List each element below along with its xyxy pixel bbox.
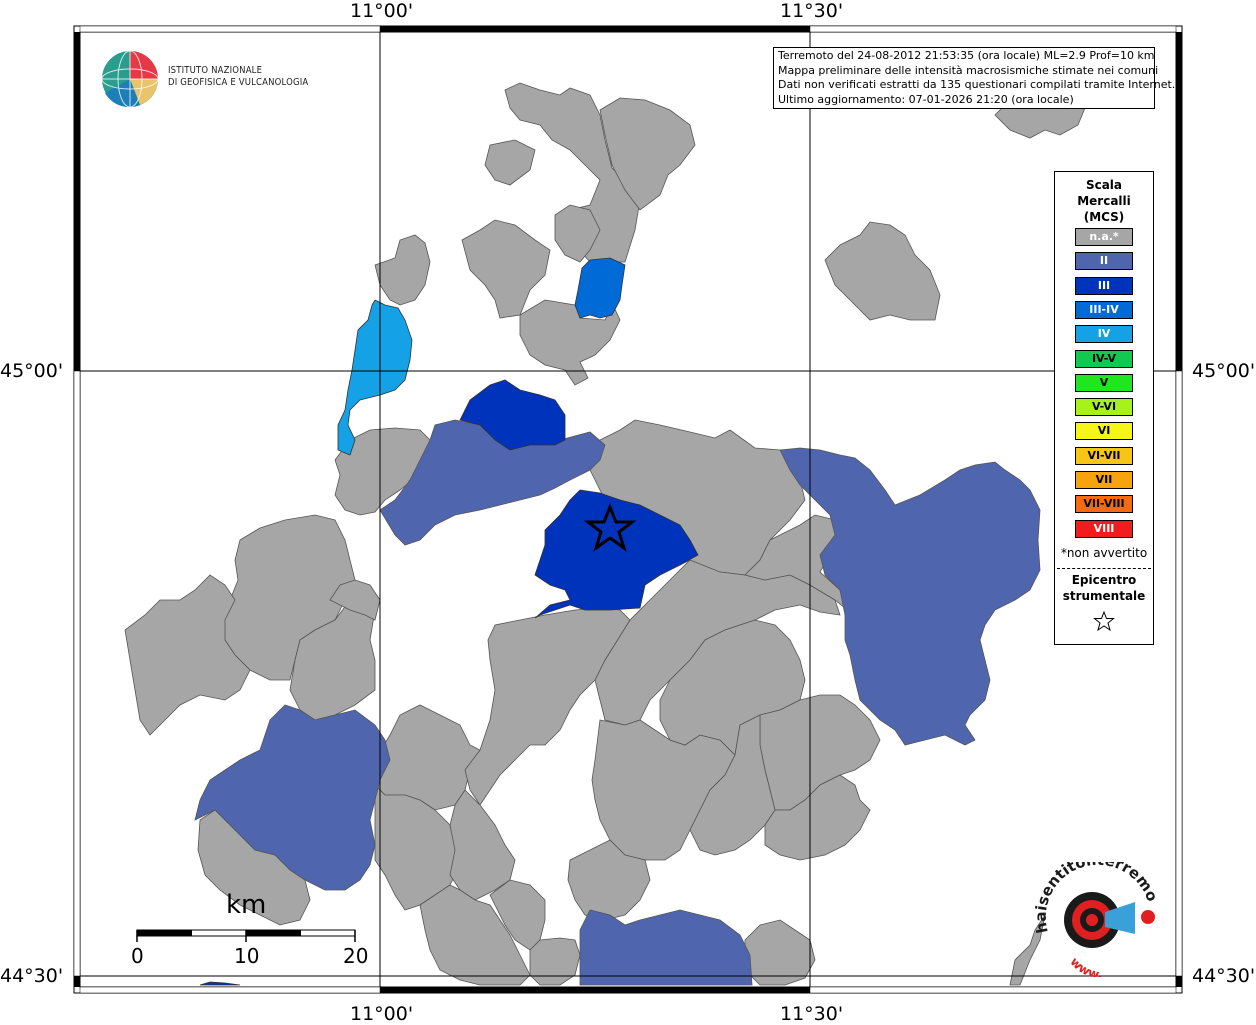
legend-title-line: Scala bbox=[1085, 178, 1123, 192]
graticule bbox=[80, 32, 1176, 987]
municipality bbox=[464, 607, 631, 806]
legend-epicenter-line: strumentale bbox=[1062, 589, 1146, 603]
haisentito-logo: haisentitoilterremoto.it www. bbox=[1025, 848, 1170, 982]
municipality bbox=[599, 97, 696, 211]
municipalities-na bbox=[124, 82, 1086, 986]
municipalities-iii bbox=[199, 379, 699, 986]
legend-swatch: VI bbox=[1075, 422, 1133, 441]
legend-swatch: IV bbox=[1075, 325, 1133, 344]
legend-star-icon bbox=[1093, 610, 1115, 632]
legend-swatch: VII bbox=[1075, 471, 1133, 489]
municipality bbox=[419, 884, 531, 986]
lon-label-bottom-11-00: 11°00' bbox=[350, 1003, 414, 1025]
legend-swatch: III bbox=[1075, 276, 1133, 295]
municipality bbox=[449, 789, 516, 901]
legend-title-line: (MCS) bbox=[1083, 210, 1125, 224]
legend-swatch: n.a.* bbox=[1075, 228, 1133, 246]
map-frame bbox=[73, 25, 1183, 994]
lon-label-top-11-30: 11°30' bbox=[780, 0, 844, 22]
municipality bbox=[779, 447, 1041, 746]
lat-label-right-44-30: 44°30' bbox=[1192, 965, 1256, 987]
institute-line-1: ISTITUTO NAZIONALE bbox=[168, 65, 263, 76]
legend-swatch: VI-VII bbox=[1075, 446, 1133, 465]
legend-swatch: II bbox=[1075, 252, 1133, 271]
municipality bbox=[484, 139, 536, 186]
haisentito-logo-graphic: haisentitoilterremoto.it www. bbox=[1025, 848, 1162, 982]
lat-label-right-45-00: 45°00' bbox=[1192, 360, 1256, 382]
municipality bbox=[461, 219, 551, 319]
municipality bbox=[554, 204, 601, 263]
municipality bbox=[579, 909, 753, 986]
legend-swatch: V-VI bbox=[1075, 398, 1133, 417]
scale-tick-label: 10 bbox=[234, 944, 260, 968]
legend-swatch: VIII bbox=[1075, 519, 1133, 538]
municipality bbox=[459, 379, 566, 451]
institute-name: ISTITUTO NAZIONALE DI GEOFISICA E VULCAN… bbox=[168, 65, 308, 89]
lon-label-bottom-11-30: 11°30' bbox=[780, 1003, 844, 1025]
municipality-iii-iv bbox=[574, 257, 626, 319]
svg-text:www.: www. bbox=[1068, 955, 1103, 977]
municipality bbox=[194, 704, 391, 891]
municipality bbox=[764, 774, 871, 861]
legend-epicenter-line: Epicentro bbox=[1071, 573, 1137, 587]
event-info-line: Ultimo aggiornamento: 07-01-2026 21:20 (… bbox=[778, 92, 1074, 106]
legend-title: Scala Mercalli (MCS) bbox=[1055, 177, 1153, 225]
scale-tick-label: 20 bbox=[343, 944, 369, 968]
municipality bbox=[689, 714, 776, 856]
municipality bbox=[824, 221, 941, 321]
municipality bbox=[199, 981, 241, 986]
globe-icon bbox=[101, 50, 159, 108]
scale-bar bbox=[136, 929, 356, 942]
event-info-line: Mappa preliminare delle intensità macros… bbox=[778, 63, 1159, 77]
scale-tick-label: 0 bbox=[131, 944, 144, 968]
event-info-line: Dati non verificati estratti da 135 ques… bbox=[778, 78, 1176, 91]
epicenter-star-icon bbox=[583, 502, 637, 552]
legend-epicenter-title: Epicentro strumentale bbox=[1055, 572, 1153, 604]
ingv-logo: ISTITUTO NAZIONALE DI GEOFISICA E VULCAN… bbox=[100, 48, 340, 110]
municipality bbox=[124, 574, 251, 736]
lat-label-left-45-00: 45°00' bbox=[0, 360, 64, 382]
municipality bbox=[534, 489, 699, 619]
municipality bbox=[1009, 914, 1046, 986]
municipality bbox=[489, 879, 546, 951]
legend-swatch: V bbox=[1075, 373, 1133, 392]
event-info-line: Terremoto del 24-08-2012 21:53:35 (ora l… bbox=[778, 49, 1155, 62]
municipality bbox=[744, 919, 816, 986]
municipality-iv bbox=[337, 299, 413, 456]
municipality bbox=[379, 419, 606, 546]
legend-swatch: VII-VIII bbox=[1075, 495, 1133, 514]
municipality bbox=[374, 234, 431, 306]
scale-unit: km bbox=[226, 890, 267, 920]
municipalities-ii bbox=[194, 419, 1041, 986]
institute-line-2: DI GEOFISICA E VULCANOLOGIA bbox=[168, 77, 309, 88]
lat-label-left-44-30: 44°30' bbox=[0, 965, 64, 987]
legend-swatch: IV-V bbox=[1075, 349, 1133, 368]
municipality bbox=[567, 839, 651, 921]
event-info-box: Terremoto del 24-08-2012 21:53:35 (ora l… bbox=[773, 47, 1176, 109]
legend-swatch: III-IV bbox=[1075, 300, 1133, 319]
legend-divider bbox=[1057, 568, 1151, 569]
legend-note: *non avvertito bbox=[1060, 546, 1148, 560]
mcs-legend: Scala Mercalli (MCS) n.a.* II III III-IV IV I… bbox=[1054, 171, 1154, 645]
municipality bbox=[529, 937, 581, 986]
legend-title-line: Mercalli bbox=[1077, 194, 1131, 208]
lon-label-top-11-00: 11°00' bbox=[350, 0, 414, 22]
haisentito-www: www. bbox=[1068, 955, 1103, 982]
